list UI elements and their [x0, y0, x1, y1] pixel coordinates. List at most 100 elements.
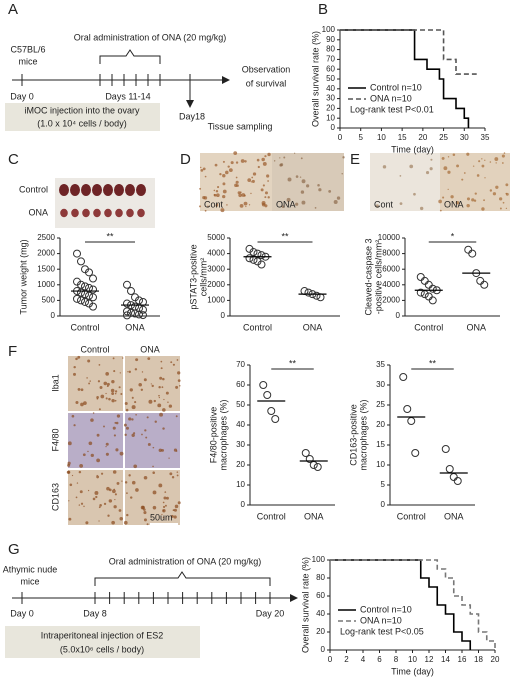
stain	[125, 426, 129, 430]
stain	[252, 172, 257, 176]
stain	[157, 403, 162, 408]
y-tick-label: 50	[236, 400, 245, 409]
stain	[294, 152, 296, 154]
ihc-image	[68, 413, 123, 468]
y-tick-label: 80	[326, 45, 335, 54]
stain	[257, 165, 260, 169]
stain	[214, 163, 218, 167]
stain	[247, 178, 252, 183]
dot	[81, 297, 89, 306]
stain	[146, 523, 149, 526]
tumor	[115, 208, 123, 218]
stain	[243, 201, 248, 206]
y-tick-label: 5	[381, 480, 386, 489]
tumor	[104, 208, 112, 218]
y-tick-label: 30	[326, 94, 335, 103]
injection: iMOC injection into the ovary	[24, 105, 140, 115]
dot	[420, 290, 429, 299]
dot	[453, 477, 462, 485]
photo-label: Cont	[204, 199, 224, 209]
stain	[135, 413, 137, 416]
stain	[114, 392, 117, 395]
stain	[99, 503, 102, 507]
x-tick-label: 16	[458, 655, 467, 664]
stain	[505, 183, 509, 187]
stain	[160, 367, 163, 370]
stain	[267, 196, 270, 199]
stain	[283, 156, 286, 159]
tumor	[71, 208, 79, 218]
stain	[236, 184, 239, 187]
stain	[455, 200, 460, 205]
y-axis-label: cells/mm²	[198, 258, 208, 297]
stain	[495, 185, 499, 189]
stain	[481, 164, 485, 168]
stain	[71, 414, 75, 418]
stain	[98, 408, 101, 411]
stain	[105, 392, 107, 395]
stain	[143, 518, 147, 522]
y-tick-label: 40	[236, 420, 245, 429]
stain	[171, 476, 175, 479]
stain	[103, 425, 105, 428]
stain	[219, 172, 222, 176]
stain	[499, 207, 502, 210]
stain	[163, 496, 167, 500]
dot	[305, 455, 314, 463]
y-tick-label: 70	[236, 360, 245, 369]
dot	[476, 276, 485, 285]
dot	[424, 292, 433, 301]
stain	[90, 418, 94, 422]
stain	[260, 188, 264, 192]
x-tick-label: 10	[377, 133, 386, 142]
significance: *	[451, 231, 455, 241]
dot	[420, 276, 429, 285]
sampling: Tissue sampling	[208, 121, 273, 131]
stain	[173, 515, 177, 519]
stain	[245, 205, 247, 208]
stain	[100, 472, 104, 475]
stain	[463, 172, 466, 174]
stain	[105, 397, 108, 400]
stain	[152, 490, 157, 495]
stain	[105, 372, 109, 376]
tumor	[59, 184, 69, 196]
stain	[98, 520, 100, 522]
stain	[68, 517, 72, 521]
y-tick-label: 20	[236, 460, 245, 469]
stain	[162, 427, 165, 430]
observation: of survival	[246, 78, 287, 88]
stain	[301, 200, 306, 205]
stain	[466, 152, 470, 156]
stain	[213, 189, 216, 192]
x-tick-label: 10	[408, 655, 417, 664]
dot	[267, 407, 276, 415]
stain	[158, 394, 160, 397]
y-tick-label: 0	[331, 123, 336, 132]
row-label: F4/80	[50, 428, 60, 451]
stain	[114, 493, 117, 496]
y-tick-label: 20	[316, 627, 325, 636]
stain	[502, 201, 505, 204]
dot	[131, 309, 139, 318]
stain	[256, 158, 260, 162]
y-tick-label: 10	[376, 460, 385, 469]
y-tick-label: 60	[236, 380, 245, 389]
stain	[204, 175, 207, 178]
stain	[199, 187, 202, 190]
x-tick-label: 6	[377, 655, 382, 664]
stain	[505, 207, 508, 210]
stain	[119, 372, 121, 374]
x-tick-label: 20	[418, 133, 427, 142]
y-tick-label: 30	[236, 440, 245, 449]
stain	[484, 159, 486, 161]
dot	[316, 293, 325, 302]
legend-label: ONA n=10	[360, 615, 402, 625]
stain	[175, 415, 178, 418]
dot	[480, 280, 489, 289]
stain	[115, 448, 119, 452]
stain	[105, 442, 109, 446]
ihc-image	[125, 356, 180, 411]
dot	[300, 287, 309, 296]
